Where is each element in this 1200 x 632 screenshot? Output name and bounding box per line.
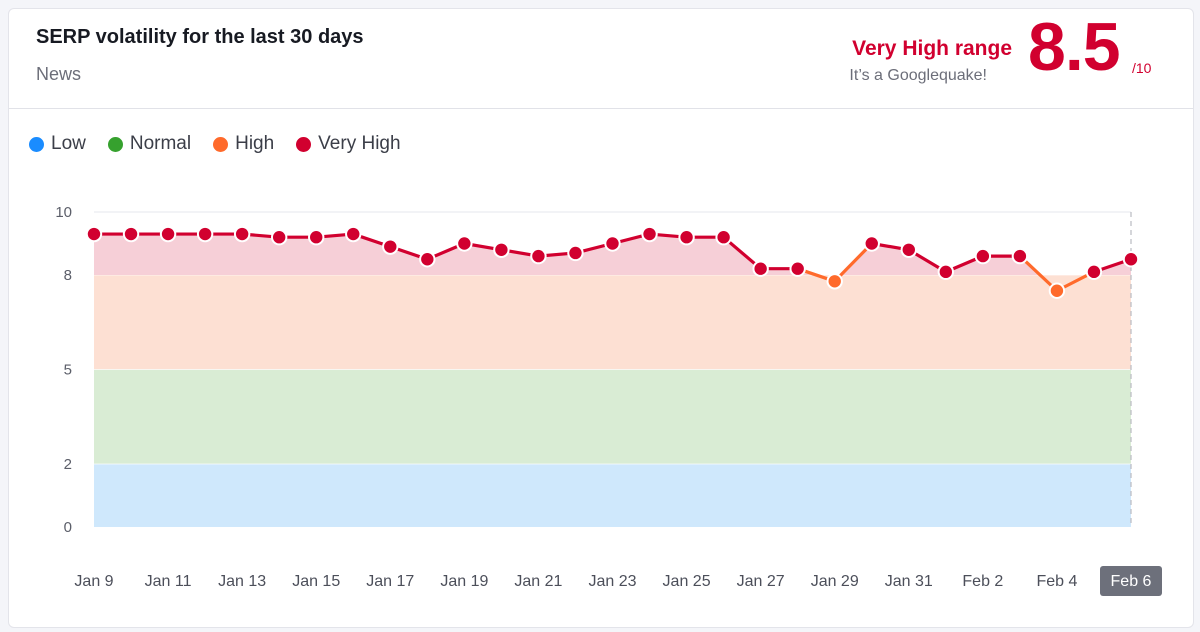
data-point-jan-23[interactable] xyxy=(604,235,621,252)
legend-label-normal: Normal xyxy=(129,133,192,154)
card-header: SERP volatility for the last 30 days New… xyxy=(9,9,1193,109)
data-point-jan-18[interactable] xyxy=(419,251,436,268)
data-point-jan-10[interactable] xyxy=(122,225,140,243)
x-tick-label: Jan 23 xyxy=(588,573,636,590)
data-point-jan-19[interactable] xyxy=(456,235,473,252)
band-high xyxy=(94,275,1131,370)
x-tick-label: Jan 9 xyxy=(74,573,113,590)
data-point-jan-27[interactable] xyxy=(752,260,769,277)
active-date-badge xyxy=(1100,566,1162,596)
data-point-jan-14[interactable] xyxy=(270,229,288,246)
legend-item-high[interactable]: High xyxy=(213,133,274,155)
x-tick-label: Jan 11 xyxy=(145,573,192,590)
data-point-jan-31[interactable] xyxy=(900,241,917,259)
data-point-jan-12[interactable] xyxy=(196,225,214,243)
x-tick-label: Feb 4 xyxy=(1036,573,1077,590)
x-tick-label: Jan 25 xyxy=(663,573,711,590)
range-label: Very High range xyxy=(852,37,1012,60)
line-segment xyxy=(1018,254,1059,293)
volatility-score: 8.5 xyxy=(1028,9,1121,85)
data-point-jan-13[interactable] xyxy=(233,225,251,243)
legend-label-low: Low xyxy=(51,133,86,154)
band-normal xyxy=(94,369,1131,464)
y-tick-label: 2 xyxy=(64,456,72,473)
data-point-feb-4[interactable] xyxy=(1048,282,1066,299)
category-label: News xyxy=(36,64,82,84)
legend-item-low[interactable]: Low xyxy=(29,133,86,155)
x-tick-label: Jan 13 xyxy=(218,573,266,590)
x-tick-label-active: Feb 6 xyxy=(1111,573,1152,590)
legend-dot-high-icon xyxy=(213,136,229,152)
data-point-jan-9[interactable] xyxy=(85,225,103,243)
score-max: /10 xyxy=(1132,60,1152,76)
data-point-feb-5[interactable] xyxy=(1085,263,1103,281)
chart-legend: Low Normal High Very High xyxy=(29,133,401,155)
data-point-feb-1[interactable] xyxy=(937,263,955,281)
x-tick-label: Feb 2 xyxy=(962,573,1003,590)
y-tick-label: 8 xyxy=(64,267,72,284)
legend-label-very-high: Very High xyxy=(318,133,401,154)
x-tick-label: Jan 31 xyxy=(885,573,933,590)
data-point-feb-6[interactable] xyxy=(1122,251,1140,268)
y-tick-label: 10 xyxy=(55,204,72,221)
y-tick-label: 0 xyxy=(64,519,72,536)
page-title: SERP volatility for the last 30 days xyxy=(36,26,364,48)
data-point-feb-2[interactable] xyxy=(974,247,992,265)
x-tick-label: Jan 27 xyxy=(737,573,785,590)
data-point-jan-20[interactable] xyxy=(493,241,510,259)
legend-item-normal[interactable]: Normal xyxy=(107,133,192,155)
data-point-jan-30[interactable] xyxy=(863,235,880,252)
data-point-jan-25[interactable] xyxy=(678,229,695,246)
data-point-jan-26[interactable] xyxy=(715,229,732,246)
data-point-jan-24[interactable] xyxy=(641,225,658,243)
legend-item-very-high[interactable]: Very High xyxy=(296,133,401,155)
data-point-jan-11[interactable] xyxy=(159,225,177,243)
legend-dot-low-icon xyxy=(29,136,44,152)
x-tick-label: Jan 21 xyxy=(514,573,562,590)
data-point-jan-21[interactable] xyxy=(530,247,547,265)
data-point-jan-28[interactable] xyxy=(789,260,806,277)
x-tick-label: Jan 19 xyxy=(440,573,488,590)
data-point-jan-16[interactable] xyxy=(345,225,362,243)
range-subtext: It’s a Googlequake! xyxy=(849,67,987,84)
x-tick-label: Jan 15 xyxy=(292,573,340,590)
legend-dot-normal-icon xyxy=(107,136,123,152)
legend-dot-very-high-icon xyxy=(296,136,312,152)
y-tick-label: 5 xyxy=(64,362,72,379)
x-tick-label: Jan 29 xyxy=(811,573,859,590)
data-point-jan-17[interactable] xyxy=(382,238,399,255)
band-low xyxy=(94,464,1131,527)
data-point-feb-3[interactable] xyxy=(1011,247,1029,265)
data-point-jan-15[interactable] xyxy=(308,229,325,246)
data-point-jan-22[interactable] xyxy=(567,244,584,262)
data-point-jan-29[interactable] xyxy=(826,273,843,290)
x-tick-label: Jan 17 xyxy=(366,573,414,590)
line-segment xyxy=(833,241,874,283)
legend-label-high: High xyxy=(235,133,275,154)
